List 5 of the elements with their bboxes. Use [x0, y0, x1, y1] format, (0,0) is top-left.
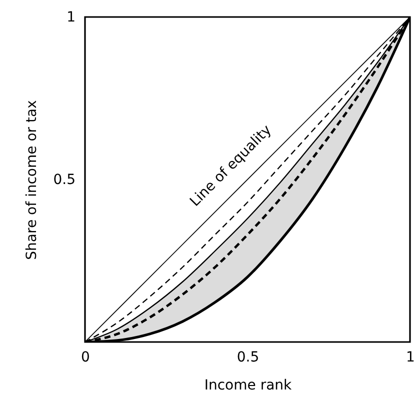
x-tick-label: 0.5 — [236, 350, 260, 366]
x-tick-label: 0 — [81, 350, 90, 366]
x-axis-title: Income rank — [204, 378, 293, 394]
y-axis-title: Share of income or tax — [24, 100, 40, 260]
x-tick-label: 1 — [406, 350, 415, 366]
